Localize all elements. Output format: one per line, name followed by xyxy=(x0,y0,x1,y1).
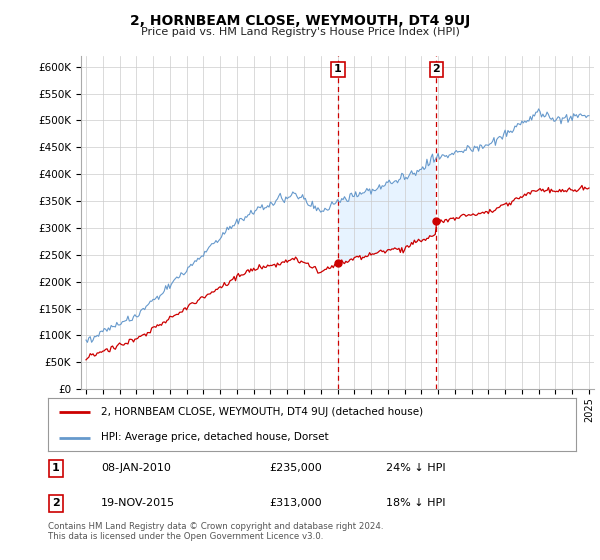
Text: 2, HORNBEAM CLOSE, WEYMOUTH, DT4 9UJ: 2, HORNBEAM CLOSE, WEYMOUTH, DT4 9UJ xyxy=(130,14,470,28)
Text: 24% ↓ HPI: 24% ↓ HPI xyxy=(386,464,446,473)
Text: 1: 1 xyxy=(52,464,60,473)
Text: Contains HM Land Registry data © Crown copyright and database right 2024.
This d: Contains HM Land Registry data © Crown c… xyxy=(48,522,383,542)
Text: 18% ↓ HPI: 18% ↓ HPI xyxy=(386,498,445,508)
Text: 08-JAN-2010: 08-JAN-2010 xyxy=(101,464,170,473)
Text: £235,000: £235,000 xyxy=(270,464,323,473)
Text: HPI: Average price, detached house, Dorset: HPI: Average price, detached house, Dors… xyxy=(101,432,328,442)
Text: 2, HORNBEAM CLOSE, WEYMOUTH, DT4 9UJ (detached house): 2, HORNBEAM CLOSE, WEYMOUTH, DT4 9UJ (de… xyxy=(101,408,423,418)
Text: Price paid vs. HM Land Registry's House Price Index (HPI): Price paid vs. HM Land Registry's House … xyxy=(140,27,460,37)
Text: £313,000: £313,000 xyxy=(270,498,322,508)
Text: 19-NOV-2015: 19-NOV-2015 xyxy=(101,498,175,508)
Text: 1: 1 xyxy=(334,64,342,74)
Text: 2: 2 xyxy=(52,498,60,508)
Text: 2: 2 xyxy=(433,64,440,74)
